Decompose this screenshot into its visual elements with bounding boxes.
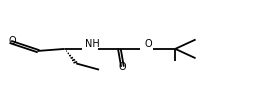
Text: O: O: [144, 39, 152, 49]
Text: O: O: [119, 62, 126, 72]
Text: O: O: [8, 36, 16, 46]
Text: NH: NH: [85, 39, 99, 49]
